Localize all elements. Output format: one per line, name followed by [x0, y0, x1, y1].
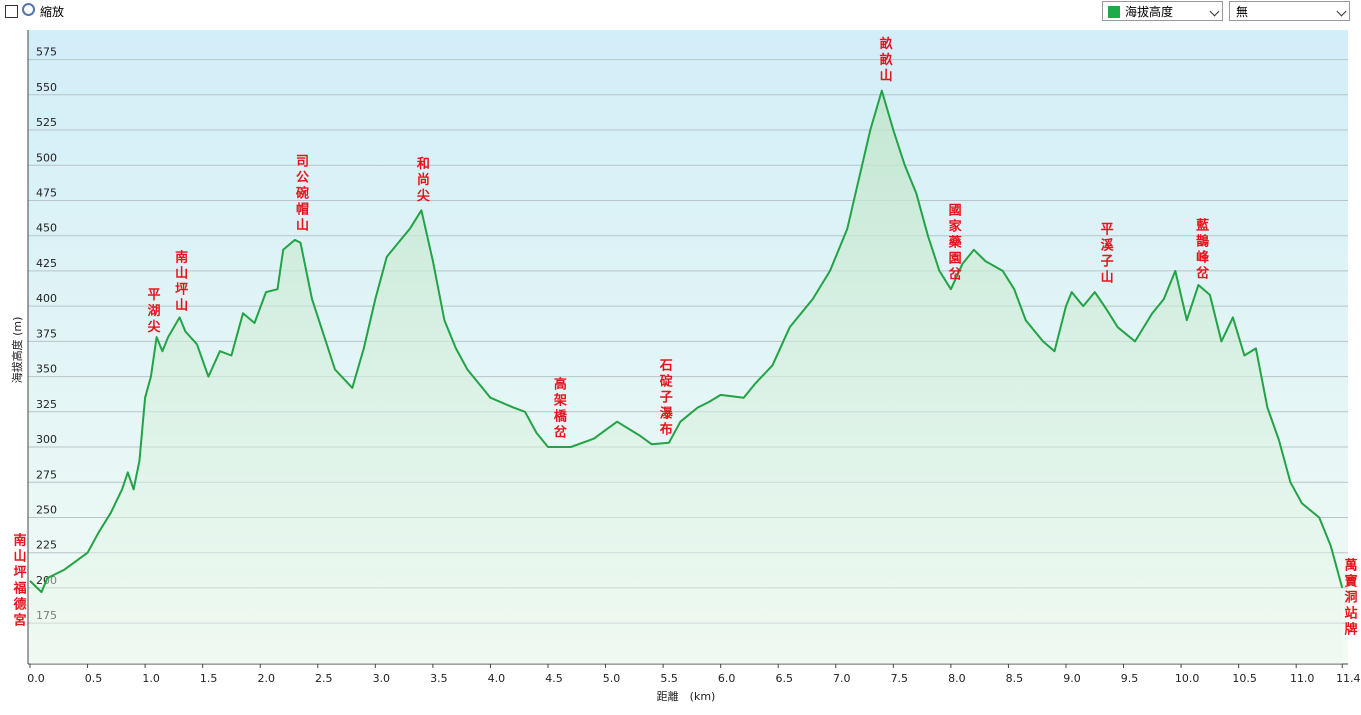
x-tick-label: 2.5: [315, 672, 333, 685]
peak-label: 和尚尖: [414, 156, 430, 205]
x-tick-label: 2.0: [257, 672, 275, 685]
x-tick-label: 9.5: [1121, 672, 1139, 685]
y-tick-label: 325: [36, 398, 57, 411]
overlay-select-text: 無: [1236, 5, 1249, 19]
x-tick-label: 7.0: [833, 672, 851, 685]
x-tick-label: 11.0: [1290, 672, 1315, 685]
x-tick-label: 1.0: [142, 672, 160, 685]
elevation-line: [29, 89, 1344, 594]
elevation-area: [30, 90, 1343, 665]
x-tick-label: 3.5: [430, 672, 448, 685]
series-select-text: 海拔高度: [1125, 5, 1174, 19]
y-tick-label: 575: [36, 46, 57, 59]
x-axis-label: 距離 (km): [657, 689, 716, 703]
y-tick-label: 275: [36, 468, 57, 481]
x-tick-label: 9.0: [1063, 672, 1081, 685]
peak-label: 南山坪福德宮: [11, 532, 28, 629]
x-tick-label: 7.5: [891, 672, 909, 685]
peak-label: 萬寶洞站牌: [1342, 557, 1358, 638]
y-tick-label: 500: [36, 151, 57, 164]
peak-label: 平溪子山: [1098, 222, 1114, 286]
x-tick-label: 4.0: [488, 672, 506, 685]
x-tick-label: 6.5: [775, 672, 793, 685]
y-tick-label: 375: [36, 327, 57, 340]
y-tick-label: 425: [36, 257, 57, 270]
y-axis-label: 海拔高度 (m): [10, 317, 24, 384]
zoom-checkbox[interactable]: [5, 5, 18, 18]
y-tick-label: 475: [36, 186, 57, 199]
zoom-icon: [22, 3, 35, 16]
toolbar: 縮放 海拔高度 無: [0, 0, 1361, 28]
x-tick-label: 0.0: [27, 672, 45, 685]
y-tick-label: 525: [36, 116, 57, 129]
x-tick-label: 10.0: [1175, 672, 1200, 685]
x-tick-label: 10.5: [1232, 672, 1257, 685]
y-tick-label: 350: [36, 363, 57, 376]
peak-label: 高架橋岔: [551, 376, 568, 441]
x-tick-label: 8.0: [948, 672, 966, 685]
y-tick-label: 300: [36, 433, 57, 446]
x-tick-label: 3.0: [373, 672, 391, 685]
x-tick-label: 4.5: [545, 672, 563, 685]
x-tick-label: 5.5: [660, 672, 678, 685]
peak-label: 畝畝山: [877, 36, 893, 85]
overlay-select[interactable]: 無: [1229, 1, 1350, 21]
x-tick-label: 1.5: [200, 672, 218, 685]
peak-label: 藍鵲峰岔: [1193, 217, 1209, 282]
y-tick-label: 225: [36, 539, 57, 552]
peak-label: 石碇子瀑布: [657, 358, 674, 438]
y-tick-label: 550: [36, 81, 57, 94]
peak-label: 平湖尖: [145, 287, 161, 335]
x-tick-label: 5.0: [603, 672, 621, 685]
series-swatch: [1108, 6, 1120, 18]
x-tick-label: 6.0: [718, 672, 736, 685]
y-tick-label: 400: [36, 292, 57, 305]
x-tick-label: 8.5: [1006, 672, 1024, 685]
zoom-label: 縮放: [40, 5, 65, 19]
peak-label: 司公碗帽山: [293, 154, 309, 234]
peak-label: 南山坪山: [172, 250, 188, 315]
x-tick-label: 11.4: [1336, 672, 1361, 685]
y-tick-label: 450: [36, 222, 57, 235]
series-select[interactable]: 海拔高度: [1102, 1, 1223, 21]
x-tick-label: 0.5: [85, 672, 103, 685]
y-tick-label: 250: [36, 503, 57, 516]
peak-label: 國家藥園岔: [946, 203, 963, 283]
